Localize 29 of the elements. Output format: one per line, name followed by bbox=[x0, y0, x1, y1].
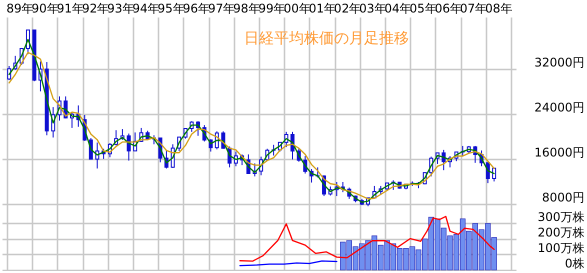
y2-tick-label: 0株 bbox=[564, 256, 584, 270]
y2-tick-label: 300万株 bbox=[538, 210, 584, 224]
y-tick-label: 32000円 bbox=[534, 55, 584, 70]
x-tick-label: 89年 bbox=[6, 2, 34, 16]
x-tick-label: 04年 bbox=[384, 2, 412, 16]
y-tick-label: 16000円 bbox=[534, 145, 584, 160]
x-tick-label: 03年 bbox=[359, 2, 386, 16]
x-tick-label: 08年 bbox=[485, 2, 512, 16]
x-tick-label: 96年 bbox=[182, 2, 210, 16]
x-tick-label: 97年 bbox=[208, 2, 236, 16]
x-tick-label: 07年 bbox=[460, 2, 488, 16]
x-tick-label: 06年 bbox=[434, 2, 462, 16]
x-tick-label: 00年 bbox=[284, 2, 311, 16]
x-tick-label: 01年 bbox=[308, 2, 336, 16]
x-tick-label: 92年 bbox=[82, 2, 110, 16]
x-tick-label: 99年 bbox=[258, 2, 286, 16]
y-tick-label: 8000円 bbox=[542, 190, 584, 204]
x-tick-label: 98年 bbox=[233, 2, 260, 16]
y2-tick-label: 200万株 bbox=[538, 225, 584, 240]
x-tick-label: 93年 bbox=[107, 2, 134, 16]
x-tick-label: 95年 bbox=[158, 2, 185, 16]
x-tick-label: 91年 bbox=[56, 2, 84, 16]
y2-tick-label: 100万株 bbox=[538, 240, 584, 255]
text: 日経平均株価の月足推移 bbox=[244, 29, 409, 47]
x-tick-label: 94年 bbox=[132, 2, 160, 16]
x-tick-label: 05年 bbox=[410, 2, 437, 16]
y-tick-label: 24000円 bbox=[534, 100, 584, 114]
x-tick-label: 02年 bbox=[334, 2, 362, 16]
x-tick-label: 90年 bbox=[32, 2, 59, 16]
